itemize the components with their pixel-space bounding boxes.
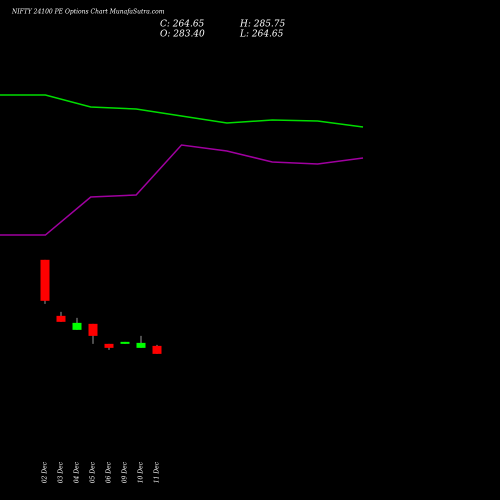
candle-body [40, 259, 50, 301]
candle-body [104, 343, 114, 348]
candle-body [72, 322, 82, 330]
indicator-line [0, 144, 364, 236]
open-label: O: 283.40 [160, 30, 205, 40]
x-tick-label: 02 Dec [42, 461, 49, 483]
chart-title: NIFTY 24100 PE Options Chart MunafaSutra… [11, 9, 165, 16]
x-tick-label: 11 Dec [154, 461, 161, 483]
candle-body [152, 345, 162, 354]
x-tick-label: 04 Dec [74, 461, 81, 483]
candle-body [136, 342, 146, 348]
x-tick-label: 09 Dec [122, 461, 129, 483]
high-label: H: 285.75 [239, 20, 286, 30]
candle-body [120, 341, 130, 344]
candle-body [56, 315, 66, 322]
close-label: C: 264.65 [160, 20, 205, 30]
candle-body [88, 323, 98, 336]
x-tick-label: 03 Dec [58, 461, 65, 483]
low-label: L: 264.65 [239, 30, 284, 40]
x-tick-label: 06 Dec [106, 461, 113, 483]
x-tick-label: 10 Dec [138, 461, 145, 483]
x-tick-label: 05 Dec [90, 461, 97, 483]
indicator-line [0, 94, 364, 128]
